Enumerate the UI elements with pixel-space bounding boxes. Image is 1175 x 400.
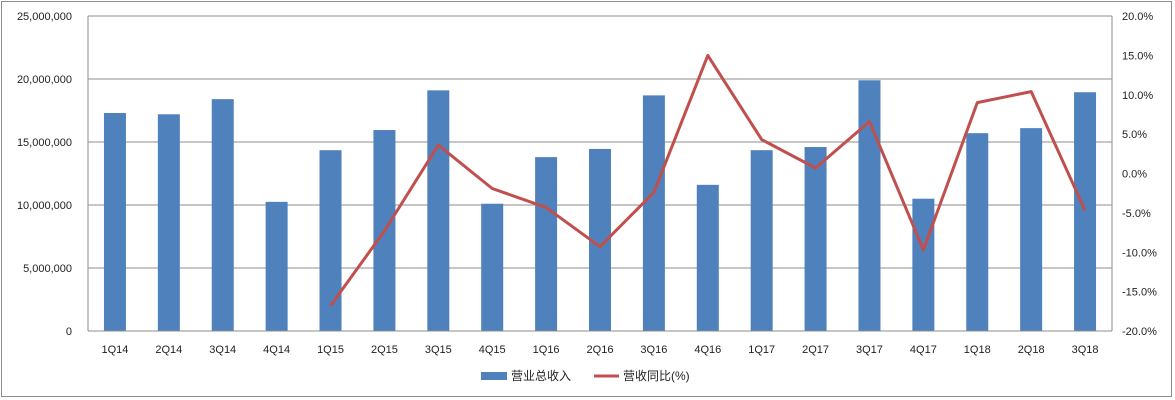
legend-label-bar: 营业总收入 — [511, 369, 571, 383]
bar — [265, 201, 288, 331]
x-tick-label: 3Q16 — [640, 344, 667, 356]
bar — [912, 198, 935, 331]
x-tick-label: 2Q16 — [587, 344, 614, 356]
bar — [804, 147, 827, 331]
legend-label-line: 营收同比(%) — [623, 369, 690, 383]
bar — [589, 148, 611, 331]
x-tick-label: 4Q14 — [263, 344, 290, 356]
right-tick-label: 0.0% — [1122, 169, 1147, 181]
right-axis-ticks: -20.0% -15.0% -10.0% -5.0% 0.0% 5.0% 10.0% 15.0… — [1122, 11, 1157, 338]
bar — [966, 133, 989, 331]
right-tick-label: -5.0% — [1122, 208, 1151, 220]
left-axis-ticks: 0 5,000,000 10,000,000 15,000,000 20,000,000… — [17, 11, 72, 338]
right-tick-label: -20.0% — [1122, 326, 1157, 338]
x-tick-label: 4Q16 — [694, 344, 721, 356]
right-tick-label: 15.0% — [1122, 50, 1153, 62]
x-tick-label: 2Q17 — [802, 344, 829, 356]
left-tick-label: 10,000,000 — [17, 200, 72, 212]
right-tick-label: 20.0% — [1122, 11, 1153, 23]
bar — [157, 114, 180, 331]
bar — [319, 150, 342, 331]
legend-swatch-bar — [481, 372, 507, 380]
bar — [1074, 92, 1097, 331]
left-tick-label: 15,000,000 — [17, 137, 72, 149]
bar — [642, 95, 665, 331]
x-tick-label: 1Q18 — [964, 344, 991, 356]
bar — [858, 80, 881, 331]
bar — [211, 99, 234, 331]
left-tick-label: 25,000,000 — [17, 11, 72, 23]
right-tick-label: 10.0% — [1122, 90, 1153, 102]
right-tick-label: -15.0% — [1122, 287, 1157, 299]
x-tick-label: 3Q18 — [1072, 344, 1099, 356]
left-tick-label: 5,000,000 — [23, 263, 72, 275]
x-tick-label: 1Q17 — [748, 344, 775, 356]
bar — [481, 203, 504, 331]
x-axis-ticks: 1Q14 2Q14 3Q14 4Q14 1Q15 2Q15 3Q15 4Q15 1Q16 2Q16… — [101, 344, 1098, 356]
line-path — [329, 53, 1087, 307]
x-tick-label: 2Q14 — [155, 344, 182, 356]
right-tick-label: -10.0% — [1122, 247, 1157, 259]
x-tick-label: 4Q17 — [910, 344, 937, 356]
x-tick-label: 3Q14 — [209, 344, 236, 356]
x-tick-label: 4Q15 — [479, 344, 506, 356]
right-tick-label: 5.0% — [1122, 129, 1147, 141]
x-tick-label: 1Q16 — [533, 344, 560, 356]
bar — [750, 150, 773, 331]
x-tick-label: 3Q17 — [856, 344, 883, 356]
x-tick-label: 3Q15 — [425, 344, 452, 356]
line-series — [329, 53, 1087, 307]
bar — [1020, 128, 1043, 331]
axes — [87, 16, 1113, 332]
x-tick-label: 1Q15 — [317, 344, 344, 356]
bar-series — [103, 80, 1097, 332]
bar — [103, 113, 126, 332]
x-tick-label: 2Q18 — [1018, 344, 1045, 356]
x-tick-label: 1Q14 — [101, 344, 128, 356]
x-tick-label: 2Q15 — [371, 344, 398, 356]
bar — [427, 90, 450, 331]
bar — [696, 184, 719, 331]
bar — [535, 157, 558, 331]
legend: 营业总收入 营收同比(%) — [481, 369, 690, 383]
left-tick-label: 20,000,000 — [17, 74, 72, 86]
left-tick-label: 0 — [66, 326, 72, 338]
